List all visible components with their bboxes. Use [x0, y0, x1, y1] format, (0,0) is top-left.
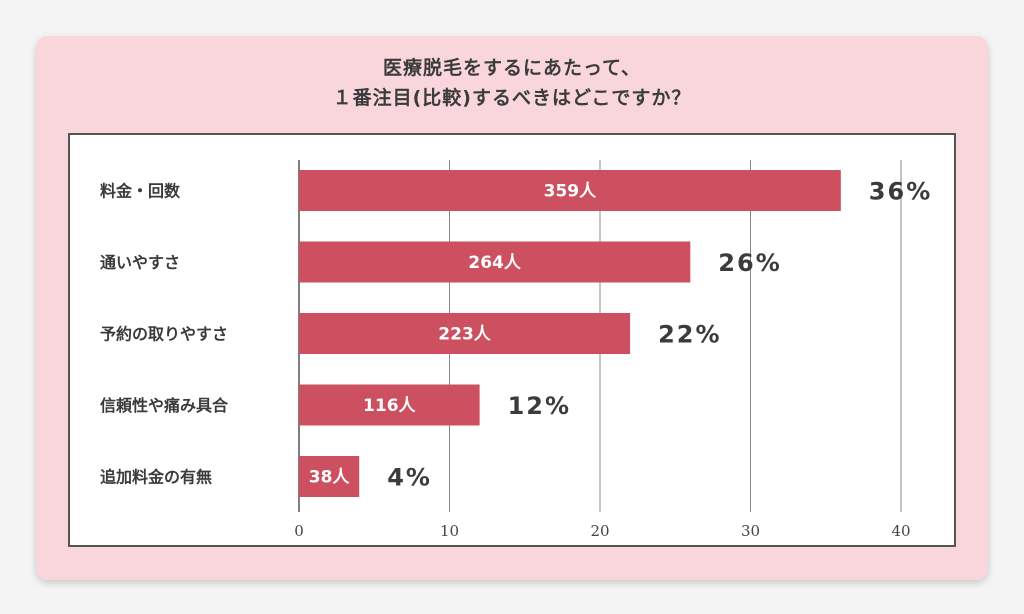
category-label: 予約の取りやすさ	[100, 325, 228, 344]
x-tick-label: 0	[294, 522, 304, 540]
bar	[299, 313, 631, 354]
chart-title-line1: 医療脱毛をするにあたって、	[382, 57, 642, 79]
x-tick-label: 40	[891, 522, 910, 540]
percent-label: 22%	[658, 321, 721, 349]
percent-label: 12%	[508, 392, 571, 420]
bar-count-label: 38人	[309, 468, 351, 488]
category-label: 料金・回数	[100, 182, 181, 201]
bar-count-label: 116人	[363, 396, 416, 416]
bar-count-label: 264人	[468, 253, 521, 273]
x-tick-label: 10	[440, 522, 459, 540]
x-tick-label: 30	[741, 522, 760, 540]
category-label: 信頼性や痛み具合	[100, 396, 229, 415]
bar-count-label: 223人	[438, 325, 491, 345]
bar	[299, 384, 480, 426]
category-label: 通いやすさ	[100, 253, 180, 272]
percent-label: 26%	[718, 249, 781, 277]
bar	[299, 241, 691, 283]
category-label: 追加料金の有無	[100, 468, 212, 487]
percent-label: 4%	[387, 464, 432, 492]
x-tick-label: 20	[590, 522, 609, 540]
percent-label: 36%	[869, 178, 932, 206]
chart-title: 医療脱毛をするにあたって、 １番注目(比較)するべきはどこですか？	[36, 53, 988, 113]
bar	[299, 456, 360, 497]
bar	[299, 170, 841, 211]
bar-count-label: 359人	[544, 182, 597, 202]
chart-title-line2: １番注目(比較)するべきはどこですか？	[332, 87, 692, 109]
